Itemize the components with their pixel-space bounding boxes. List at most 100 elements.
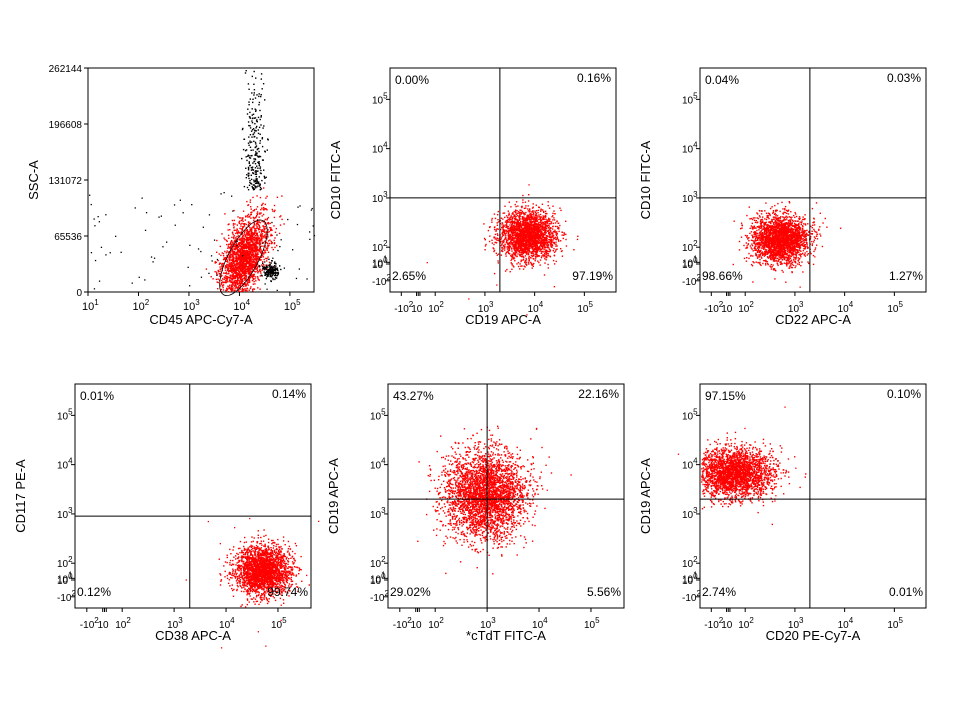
quadrant-label-upper-right: 0.14% [272, 387, 306, 401]
scatter-points [426, 184, 579, 316]
y-tick-label: 103 [682, 190, 698, 205]
x-axis-label: CD22 APC-A [775, 312, 851, 327]
x-tick-label: 105 [887, 616, 903, 631]
gate-outline [219, 219, 268, 296]
scatter-points [677, 406, 807, 526]
plot-frame [74, 383, 312, 609]
y-tick-label: 101 [370, 570, 386, 585]
x-tick-label: 10 [721, 304, 733, 315]
y-tick-label: 104 [370, 457, 386, 472]
scatter-points [732, 201, 842, 288]
x-tick-label: 101 [82, 298, 99, 313]
quadrant-label-upper-left: 0.00% [395, 73, 429, 87]
x-tick-label: 10 [411, 304, 423, 315]
y-tick-label: 102 [682, 239, 698, 254]
quadrant-label-upper-left: 0.01% [80, 389, 114, 403]
scatter-points [89, 70, 316, 293]
quadrant-label-upper-right: 0.03% [887, 71, 921, 85]
y-axis-label: CD10 FITC-A [638, 140, 653, 219]
plot-frame [699, 67, 927, 293]
plot-frame [389, 67, 617, 293]
y-tick-label: 105 [57, 407, 73, 422]
plot-frame [387, 383, 625, 609]
y-axis-label: CD10 FITC-A [328, 140, 343, 219]
x-tick-label: 105 [584, 616, 600, 631]
y-tick-label: 102 [370, 555, 386, 570]
y-tick-label: 131072 [49, 176, 83, 187]
scatter-points [185, 517, 320, 649]
quadrant-label-lower-right: 0.01% [889, 585, 923, 599]
y-tick-label: 105 [682, 407, 698, 422]
y-axis-label: CD19 APC-A [326, 458, 341, 534]
y-tick-label: -102 [372, 273, 391, 288]
quadrant-label-upper-right: 0.10% [887, 387, 921, 401]
y-tick-label: -102 [370, 589, 389, 604]
y-tick-label: 105 [682, 91, 698, 106]
y-tick-label: -102 [57, 589, 76, 604]
y-tick-label: 105 [372, 91, 388, 106]
x-tick-label: 102 [738, 616, 754, 631]
quadrant-label-upper-left: 0.04% [705, 73, 739, 87]
quadrant-label-lower-left: 2.74% [702, 585, 736, 599]
x-axis-label: CD20 PE-Cy7-A [766, 628, 861, 643]
x-tick-label: 103 [183, 298, 200, 313]
x-axis-label: CD38 APC-A [155, 628, 231, 643]
quadrant-label-upper-left: 43.27% [393, 389, 434, 403]
quadrant-label-lower-right: 99.74% [267, 585, 308, 599]
y-tick-label: -102 [682, 273, 701, 288]
x-tick-label: 102 [738, 300, 754, 315]
x-tick-label: 105 [887, 300, 903, 315]
x-tick-label: 104 [233, 298, 250, 313]
quadrant-label-lower-left: 2.65% [392, 269, 426, 283]
x-tick-label: 105 [271, 616, 287, 631]
x-tick-label: 10 [721, 620, 733, 631]
x-tick-label: 102 [132, 298, 149, 313]
x-tick-label: 102 [428, 300, 444, 315]
quadrant-label-lower-left: 29.02% [390, 585, 431, 599]
y-tick-label: 101 [682, 570, 698, 585]
y-tick-label: 102 [372, 239, 388, 254]
quadrant-label-upper-right: 0.16% [577, 71, 611, 85]
quadrant-label-lower-left: 98.66% [702, 269, 743, 283]
quadrant-label-lower-right: 1.27% [889, 269, 923, 283]
y-tick-label: 104 [372, 141, 388, 156]
y-tick-label: 65536 [54, 232, 82, 243]
x-tick-label: 10 [98, 620, 110, 631]
quadrant-label-lower-right: 5.56% [587, 585, 621, 599]
y-tick-label: 262144 [49, 64, 83, 75]
y-tick-label: 104 [682, 141, 698, 156]
x-tick-label: -102 [393, 616, 412, 631]
x-axis-label: CD45 APC-Cy7-A [149, 312, 253, 327]
quadrant-label-upper-left: 97.15% [705, 389, 746, 403]
y-axis-label: SSC-A [26, 160, 41, 200]
x-axis-label: CD19 APC-A [465, 312, 541, 327]
y-tick-label: 101 [682, 254, 698, 269]
chart-panel-1: 101 102 103 104 105 0 65536 131072 196608 262144 C… [26, 64, 316, 327]
y-tick-label: 103 [57, 506, 73, 521]
y-tick-label: 102 [57, 555, 73, 570]
x-tick-label: 102 [428, 616, 444, 631]
y-tick-label: 103 [370, 506, 386, 521]
x-tick-label: -102 [80, 616, 99, 631]
quadrant-label-lower-right: 97.19% [572, 269, 613, 283]
quadrant-label-upper-right: 22.16% [578, 387, 619, 401]
y-tick-label: -102 [682, 589, 701, 604]
y-tick-label: 0 [76, 288, 82, 299]
plot-frame [699, 383, 927, 609]
x-tick-label: 105 [577, 300, 593, 315]
y-tick-label: 102 [682, 555, 698, 570]
y-tick-label: 196608 [49, 120, 83, 131]
x-axis-label: *cTdT FITC-A [466, 628, 546, 643]
y-tick-label: 105 [370, 407, 386, 422]
y-tick-label: 101 [372, 254, 388, 269]
y-tick-label: 104 [682, 457, 698, 472]
y-axis-label: CD117 PE-A [13, 459, 28, 533]
y-tick-label: 103 [372, 190, 388, 205]
x-tick-label: 105 [284, 298, 301, 313]
